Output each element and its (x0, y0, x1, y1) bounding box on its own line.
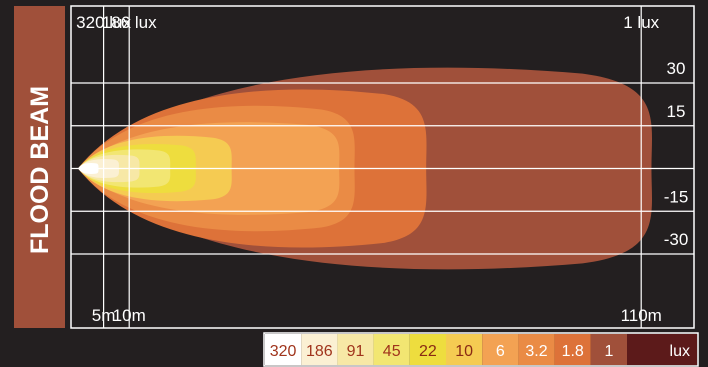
legend-swatch (518, 334, 555, 365)
legend-label: 186 (306, 343, 333, 360)
legend-label: 91 (347, 343, 365, 360)
top-lux-label: 186 lux (102, 13, 157, 32)
legend-label: 10 (455, 343, 473, 360)
legend-swatch (590, 334, 627, 365)
legend-swatch (409, 334, 446, 365)
legend-label: 6 (496, 343, 505, 360)
y-tick-labels: 30 15 -15 -30 (664, 59, 689, 249)
top-lux-label: 320 lux (76, 13, 131, 32)
legend-swatch (337, 334, 374, 365)
y-tick-label: 30 (667, 59, 686, 78)
title-bar (14, 6, 65, 328)
legend-swatch (482, 334, 519, 365)
y-tick-label: -15 (664, 187, 689, 206)
x-tick-label: 110m (621, 306, 662, 325)
legend-label: 1 (604, 343, 613, 360)
legend-label: 22 (419, 343, 437, 360)
legend-unit-swatch (627, 334, 697, 365)
legend-border (263, 332, 699, 367)
legend-swatch (301, 334, 338, 365)
legend-swatch (265, 334, 302, 365)
lux-legend: 320 186 91 45 22 10 6 3.2 1.8 1 lux (263, 332, 699, 367)
grid-lines (70, 5, 695, 329)
legend-label: 320 (270, 343, 297, 360)
x-tick-label: 5m (92, 306, 116, 325)
legend-label: 1.8 (562, 343, 584, 360)
y-tick-label: 15 (667, 102, 686, 121)
legend-unit-label: lux (670, 343, 690, 360)
legend-swatch (554, 334, 591, 365)
legend-swatch (373, 334, 410, 365)
chart-title: FLOOD BEAM (26, 86, 54, 254)
legend-swatch (446, 334, 483, 365)
y-tick-label: -30 (664, 230, 689, 249)
legend-label: 45 (383, 343, 401, 360)
x-tick-label: 10m (113, 306, 146, 325)
top-lux-label: 1 lux (623, 13, 659, 32)
plot-border (70, 5, 695, 329)
legend-label: 3.2 (525, 343, 547, 360)
